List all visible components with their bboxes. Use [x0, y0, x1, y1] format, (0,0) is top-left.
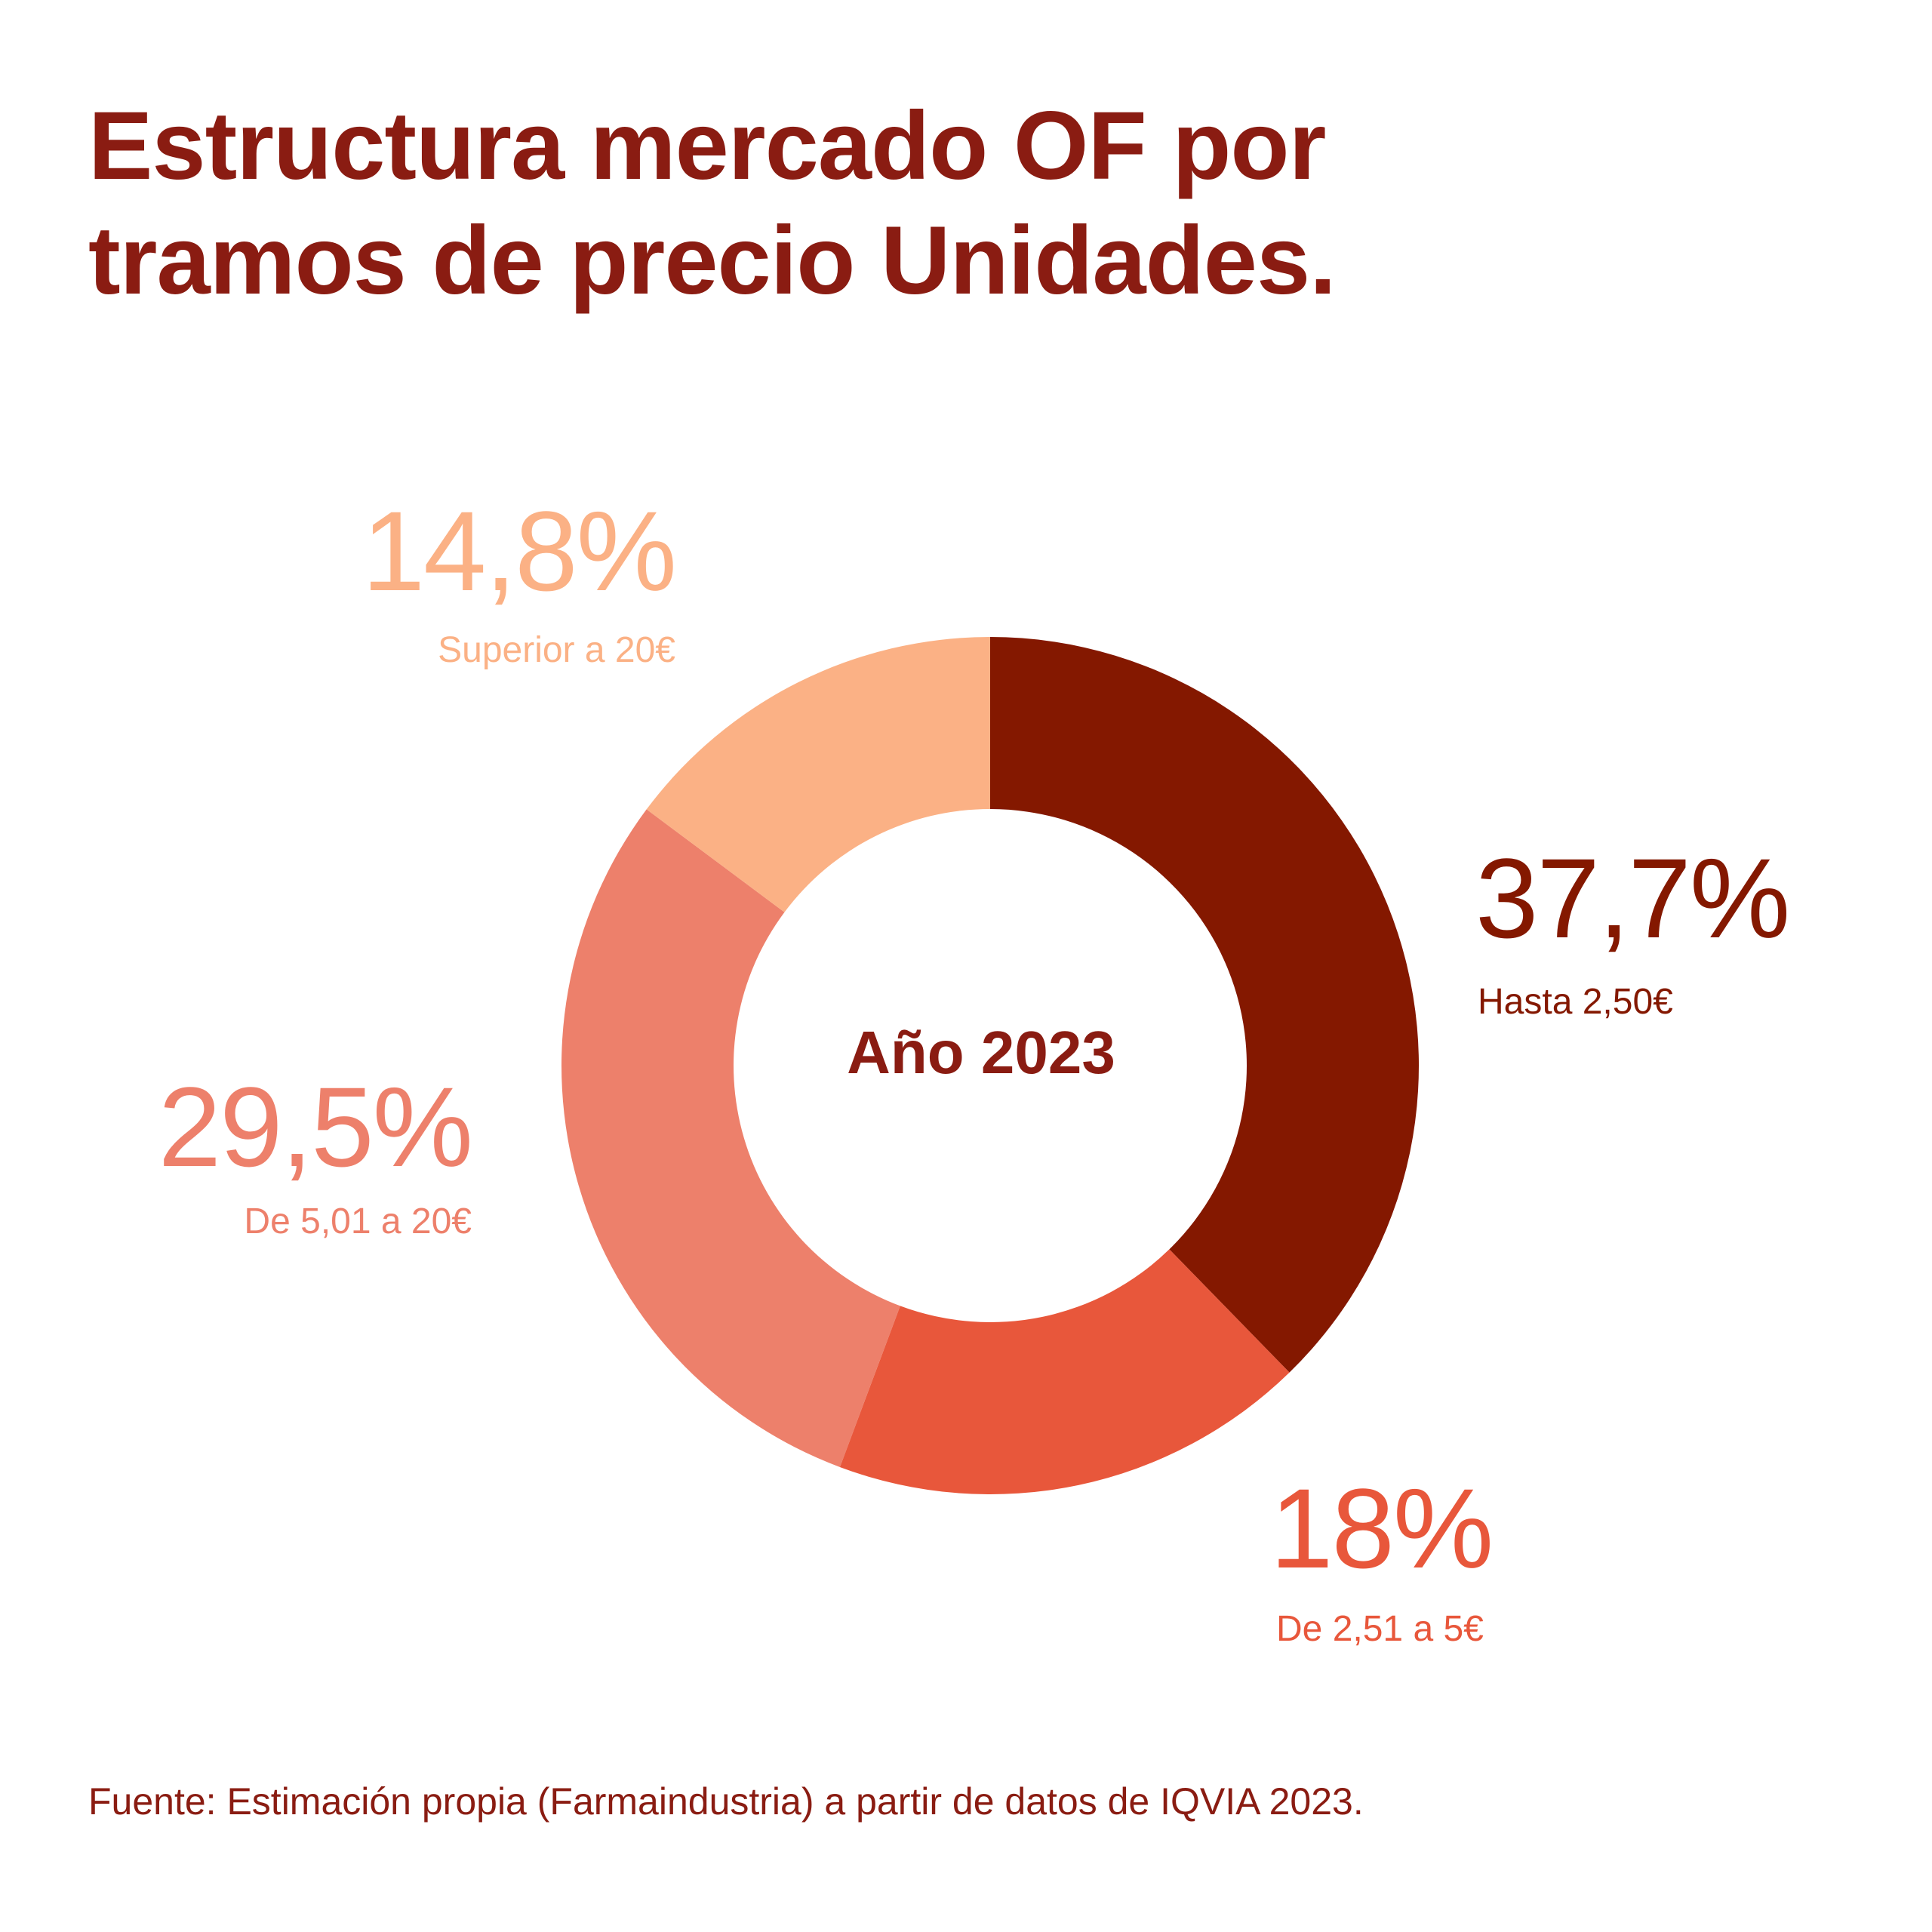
- slice-value-label-de-5-01-a-20: 29,5%: [158, 1063, 473, 1190]
- slice-category-label-superior-a-20: Superior a 20€: [438, 630, 675, 670]
- slice-category-label-de-5-01-a-20: De 5,01 a 20€: [244, 1201, 472, 1241]
- chart-title: Estructura mercado OF por tramos de prec…: [88, 89, 1749, 318]
- donut-slice-de-5-01-a-20: [561, 809, 900, 1467]
- slice-value-label-superior-a-20: 14,8%: [361, 488, 677, 614]
- slice-value-label-de-2-51-a-5: 18%: [1270, 1465, 1494, 1592]
- slice-value-label-hasta-2-50: 37,7%: [1475, 835, 1790, 961]
- donut-slice-hasta-2-50: [990, 637, 1420, 1373]
- slice-category-label-de-2-51-a-5: De 2,51 a 5€: [1276, 1609, 1484, 1649]
- donut-slice-superior-a-20: [646, 637, 990, 912]
- chart-title-line-2: tramos de precio Unidades.: [88, 207, 1337, 315]
- slice-category-label-hasta-2-50: Hasta 2,50€: [1478, 982, 1673, 1022]
- donut-slice-de-2-51-a-5: [839, 1249, 1290, 1494]
- source-note: Fuente: Estimación propia (Farmaindustri…: [88, 1780, 1364, 1823]
- donut-center-label: Año 2023: [847, 1019, 1115, 1086]
- chart-title-line-1: Estructura mercado OF por: [88, 92, 1326, 200]
